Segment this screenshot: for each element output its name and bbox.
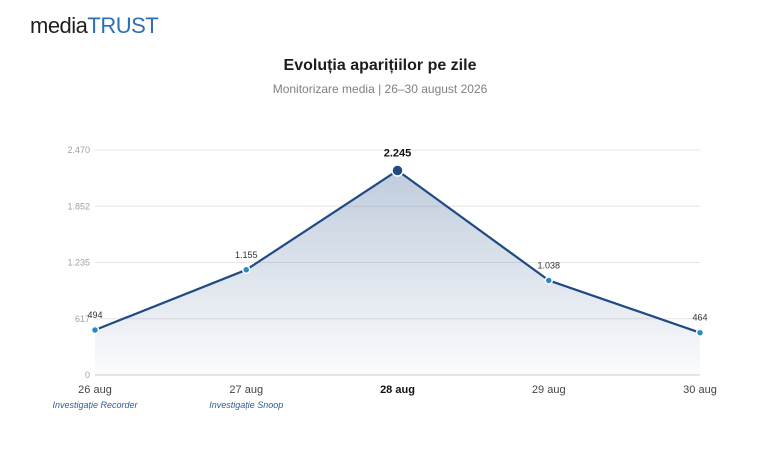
brand-logo-part1: media [30,13,88,38]
data-label: 1.038 [537,260,560,270]
area-fill [95,170,700,375]
data-point [90,325,100,335]
y-tick-label: 1.235 [67,258,90,268]
brand-logo: mediaTRUST [30,13,159,39]
y-tick-label: 1.852 [67,201,90,211]
chart-subtitle: Monitorizare media | 26–30 august 2026 [272,82,488,96]
data-label: 494 [87,310,102,320]
y-axis-ticks: 0 617 1.235 1.852 2.470 [67,145,90,380]
data-point-peak [391,164,404,177]
area-layer [94,169,701,375]
data-label: 464 [692,313,707,323]
y-tick-label: 0 [85,370,90,380]
event-annotation: Investigație Recorder [52,400,138,410]
data-label: 2.245 [384,147,412,159]
x-tick-label: 29 aug [532,384,566,396]
data-labels: 494 1.155 2.245 1.038 464 [87,147,707,322]
event-annotation: Investigație Snoop [209,400,283,410]
brand-logo-part2: TRUST [87,13,159,38]
annotations: Investigație Recorder Investigație Snoop [52,400,283,410]
x-tick-label: 28 aug [380,384,415,396]
data-point [242,265,251,275]
chart-title: Evoluția aparițiilor pe zile [283,57,477,74]
x-tick-label: 30 aug [683,384,717,396]
x-axis-ticks: 26 aug 27 aug 28 aug 29 aug 30 aug [78,384,717,396]
x-tick-label: 27 aug [229,384,263,396]
data-point [544,276,553,285]
x-tick-label: 26 aug [78,384,112,396]
y-tick-label: 617 [75,314,90,324]
data-label: 1.155 [235,250,258,260]
y-tick-label: 2.470 [67,145,90,155]
data-points [90,164,705,337]
data-point [695,328,705,337]
